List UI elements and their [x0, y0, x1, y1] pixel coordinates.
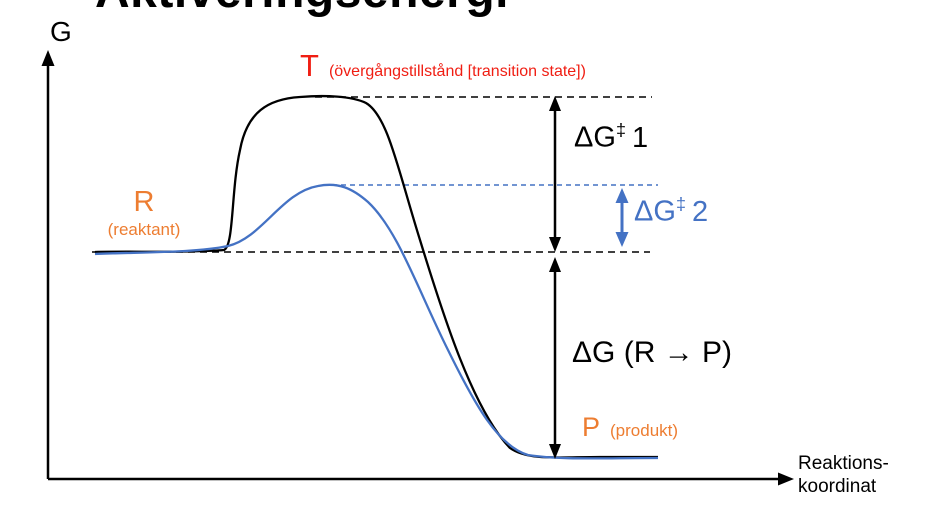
y-axis-label: G: [50, 16, 72, 47]
dg2-number: 2: [691, 195, 709, 228]
x-axis-label-line2: koordinat: [798, 476, 877, 497]
dg1-arrow-up-icon: [549, 96, 561, 111]
dg2-arrow-up-icon: [615, 188, 629, 203]
reactant-symbol: R: [133, 186, 155, 218]
delta-g1-label: ΔG‡ 1: [574, 120, 648, 155]
x-axis-label: Reaktions- koordinat: [798, 452, 889, 498]
dg1-doubledagger: ‡: [615, 120, 626, 140]
dg2-doubledagger: ‡: [675, 194, 686, 214]
catalyzed-energy-curve: [94, 183, 659, 460]
product-description: (produkt): [610, 421, 679, 440]
dgrp-arrow-up-icon: [549, 257, 561, 272]
reactant-label: R (reaktant): [94, 186, 194, 240]
reactant-description: (reaktant): [107, 220, 181, 239]
transition-symbol: T: [300, 48, 319, 83]
x-axis-arrow-icon: [778, 472, 794, 486]
product-symbol: P: [582, 412, 601, 442]
dg2-arrow-down-icon: [615, 232, 629, 247]
y-axis-arrow-icon: [41, 50, 55, 66]
dg1-arrow-down-icon: [549, 237, 561, 252]
dg1-number: 1: [631, 121, 649, 154]
dg2-base: ΔG: [634, 195, 676, 228]
page-title: Aktiveringsenergi: [95, 0, 509, 19]
product-label: P (produkt): [582, 412, 678, 443]
transition-description: (övergångstillstånd [transition state]): [328, 63, 586, 80]
delta-g2-label: ΔG‡ 2: [634, 194, 708, 229]
dg1-base: ΔG: [574, 121, 616, 154]
dgrp-arrow-down-icon: [549, 444, 561, 459]
x-axis-label-line1: Reaktions-: [798, 453, 889, 474]
transition-state-label: T (övergångstillstånd [transition state]…: [300, 48, 586, 84]
delta-g-reaction-label: ΔG (R → P): [572, 336, 733, 369]
